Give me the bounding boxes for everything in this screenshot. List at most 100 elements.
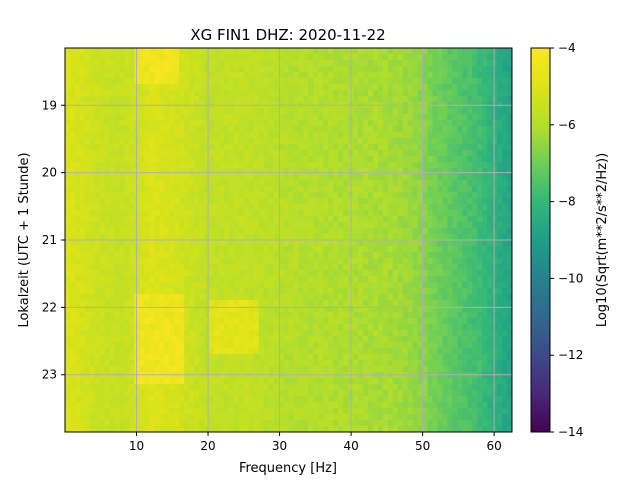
heatmap-cell [238,60,245,67]
heatmap-cell [149,126,155,133]
heatmap-cell [179,252,185,259]
heatmap-cell [447,198,453,205]
heatmap-cell [218,108,225,115]
heatmap-cell [174,276,180,283]
heatmap-cell [397,204,404,211]
heatmap-cell [298,294,304,301]
heatmap-cell [462,234,468,241]
heatmap-cell [437,150,443,157]
heatmap-cell [363,54,369,61]
heatmap-cell [477,282,483,289]
heatmap-cell [69,144,76,151]
heatmap-cell [377,234,384,241]
heatmap-cell [427,192,433,199]
heatmap-cell [397,114,404,121]
heatmap-cell [487,198,493,205]
heatmap-cell [308,222,314,229]
heatmap-cell [338,288,344,295]
heatmap-cell [353,246,359,253]
heatmap-cell [258,312,265,319]
heatmap-cell [169,378,175,385]
heatmap-cell [214,126,220,133]
heatmap-cell [238,312,245,319]
heatmap-cell [84,216,91,223]
heatmap-cell [328,324,334,331]
heatmap-cell [243,198,250,205]
heatmap-cell [412,144,419,151]
heatmap-cell [263,150,270,157]
heatmap-cell [154,204,160,211]
heatmap-cell [214,318,220,325]
heatmap-cell [328,252,334,259]
heatmap-cell [179,216,185,223]
heatmap-cell [99,360,106,367]
heatmap-cell [432,90,438,97]
heatmap-cell [482,282,488,289]
heatmap-cell [437,270,443,277]
heatmap-cell [243,168,250,175]
heatmap-cell [149,276,155,283]
heatmap-cell [318,258,324,265]
heatmap-cell [497,318,503,325]
heatmap-cell [114,48,121,55]
heatmap-cell [422,336,428,343]
heatmap-cell [228,276,235,283]
heatmap-cell [214,150,220,157]
heatmap-cell [417,84,423,91]
heatmap-cell [432,366,438,373]
heatmap-cell [427,132,433,139]
heatmap-cell [189,270,195,277]
heatmap-cell [169,354,175,361]
heatmap-cell [263,90,270,97]
heatmap-cell [134,54,140,61]
heatmap-cell [492,186,498,193]
heatmap-cell [253,378,260,385]
heatmap-cell [268,312,274,319]
heatmap-cell [422,174,428,181]
heatmap-cell [228,270,235,277]
heatmap-cell [253,282,260,289]
heatmap-cell [99,288,106,295]
heatmap-cell [278,54,284,61]
heatmap-cell [283,252,289,259]
heatmap-cell [154,144,160,151]
heatmap-cell [472,330,478,337]
heatmap-cell [343,96,349,103]
heatmap-cell [84,66,91,73]
heatmap-cell [372,252,379,259]
heatmap-cell [417,66,423,73]
heatmap-cell [94,210,101,217]
heatmap-cell [442,366,448,373]
heatmap-cell [422,78,428,85]
heatmap-cell [99,228,106,235]
heatmap-cell [487,96,493,103]
heatmap-cell [318,246,324,253]
heatmap-cell [248,132,255,139]
heatmap-cell [417,72,423,79]
heatmap-cell [218,222,225,229]
heatmap-cell [328,78,334,85]
heatmap-cell [209,222,215,229]
heatmap-cell [437,78,443,85]
heatmap-cell [79,180,86,187]
heatmap-cell [228,72,235,79]
heatmap-cell [457,192,463,199]
heatmap-cell [387,120,394,127]
heatmap-cell [189,312,195,319]
heatmap-cell [169,150,175,157]
heatmap-cell [323,354,329,361]
heatmap-cell [477,138,483,145]
heatmap-cell [69,252,76,259]
heatmap-cell [457,162,463,169]
heatmap-cell [119,72,125,79]
heatmap-cell [303,366,309,373]
heatmap-cell [288,288,294,295]
heatmap-cell [363,210,369,217]
heatmap-cell [432,72,438,79]
heatmap-cell [318,186,324,193]
heatmap-cell [223,96,230,103]
heatmap-cell [303,162,309,169]
heatmap-cell [507,174,512,181]
heatmap-cell [243,156,250,163]
heatmap-cell [253,228,260,235]
